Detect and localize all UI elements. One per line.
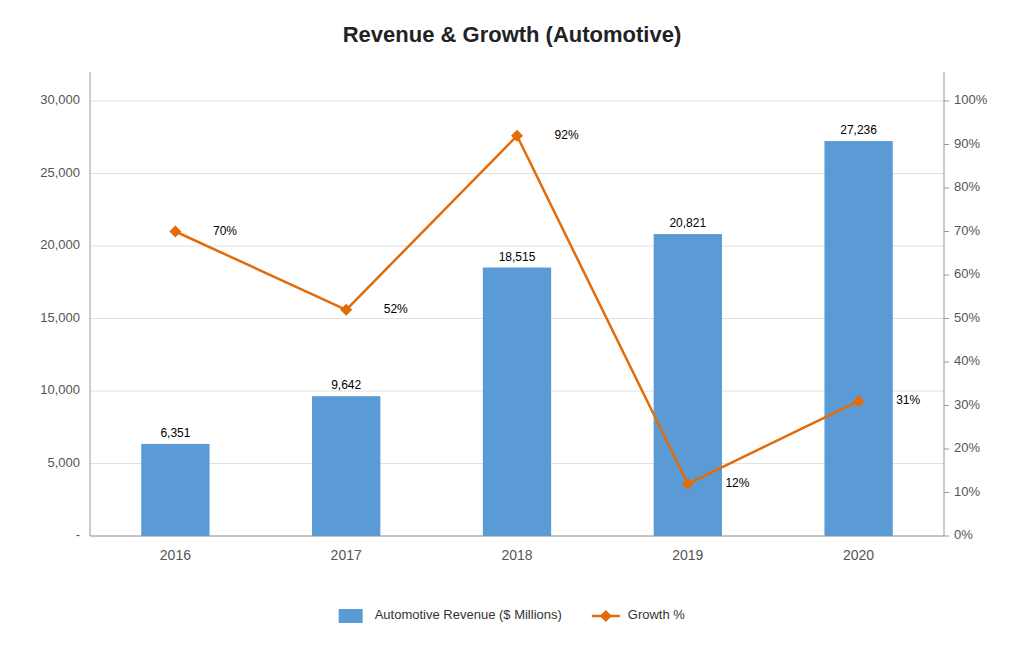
legend-item: Growth % [592, 607, 686, 622]
y2-tick [944, 188, 949, 189]
y-tick-label: 10,000 [40, 382, 80, 397]
x-tick-label: 2016 [160, 547, 191, 563]
y2-tick-label: 30% [954, 397, 980, 412]
y2-tick-label: 90% [954, 136, 980, 151]
marker [853, 395, 865, 407]
bar [824, 141, 892, 536]
x-tick-label: 2018 [501, 547, 532, 563]
line-label: 92% [555, 128, 579, 142]
y2-tick [944, 275, 949, 276]
y2-tick [944, 101, 949, 102]
y2-tick [944, 405, 949, 406]
y2-tick [944, 362, 949, 363]
y-tick-label: 30,000 [40, 92, 80, 107]
y2-tick-label: 100% [954, 92, 988, 107]
marker [169, 226, 181, 238]
line [175, 136, 858, 484]
bar [312, 396, 380, 536]
x-tick-label: 2017 [331, 547, 362, 563]
y-tick-label: 20,000 [40, 237, 80, 252]
legend-swatch [339, 609, 363, 623]
y2-tick-label: 60% [954, 266, 980, 281]
y2-axis-line [944, 72, 945, 536]
marker [682, 478, 694, 490]
legend-item: Automotive Revenue ($ Millions) [339, 607, 562, 623]
y2-tick-label: 10% [954, 484, 980, 499]
legend-marker [600, 610, 612, 622]
grid-line [90, 101, 944, 102]
y2-tick-label: 70% [954, 223, 980, 238]
marker [340, 304, 352, 316]
title: Revenue & Growth (Automotive) [343, 22, 682, 47]
legend-label: Growth % [628, 607, 686, 622]
y2-tick [944, 536, 949, 537]
line-label: 70% [213, 224, 237, 238]
marker [511, 130, 523, 142]
y-axis-line [90, 72, 91, 536]
y-tick-label: 25,000 [40, 165, 80, 180]
line-label: 52% [384, 302, 408, 316]
grid-line [90, 246, 944, 247]
bar [654, 234, 722, 536]
y2-tick-label: 80% [954, 179, 980, 194]
bar-label: 6,351 [160, 426, 190, 440]
bar-label: 27,236 [840, 123, 877, 137]
axes: - 5,000 10,000 15,000 20,000 25,000 30,000 0% 10… [40, 72, 987, 563]
y2-tick [944, 492, 949, 493]
y-tick-label: 5,000 [47, 455, 80, 470]
bar [483, 268, 551, 536]
x-tick-label: 2019 [672, 547, 703, 563]
bar-label: 9,642 [331, 378, 361, 392]
grid-line [90, 173, 944, 174]
chart: Revenue & Growth (Automotive) - 5,000 10,00… [0, 0, 1024, 654]
y2-tick [944, 449, 949, 450]
y2-tick-label: 40% [954, 353, 980, 368]
y2-tick [944, 231, 949, 232]
line-label: 12% [725, 476, 749, 490]
plot-area [141, 130, 893, 536]
y-tick-label: 15,000 [40, 310, 80, 325]
data-labels: 6,351 9,642 18,515 20,821 27,236 70% 52% 92% 12%… [160, 123, 920, 490]
y2-tick [944, 144, 949, 145]
y2-tick [944, 318, 949, 319]
legend: Automotive Revenue ($ Millions) Growth % [339, 607, 686, 623]
legend-label: Automotive Revenue ($ Millions) [375, 607, 562, 622]
line-label: 31% [896, 393, 920, 407]
grid [90, 101, 944, 536]
y2-tick-label: 0% [954, 527, 973, 542]
bar [141, 444, 209, 536]
y2-tick-label: 50% [954, 310, 980, 325]
y-tick-label: - [76, 527, 80, 542]
y2-tick-label: 20% [954, 440, 980, 455]
bar-label: 18,515 [499, 250, 536, 264]
bar-label: 20,821 [669, 216, 706, 230]
x-tick-label: 2020 [843, 547, 874, 563]
